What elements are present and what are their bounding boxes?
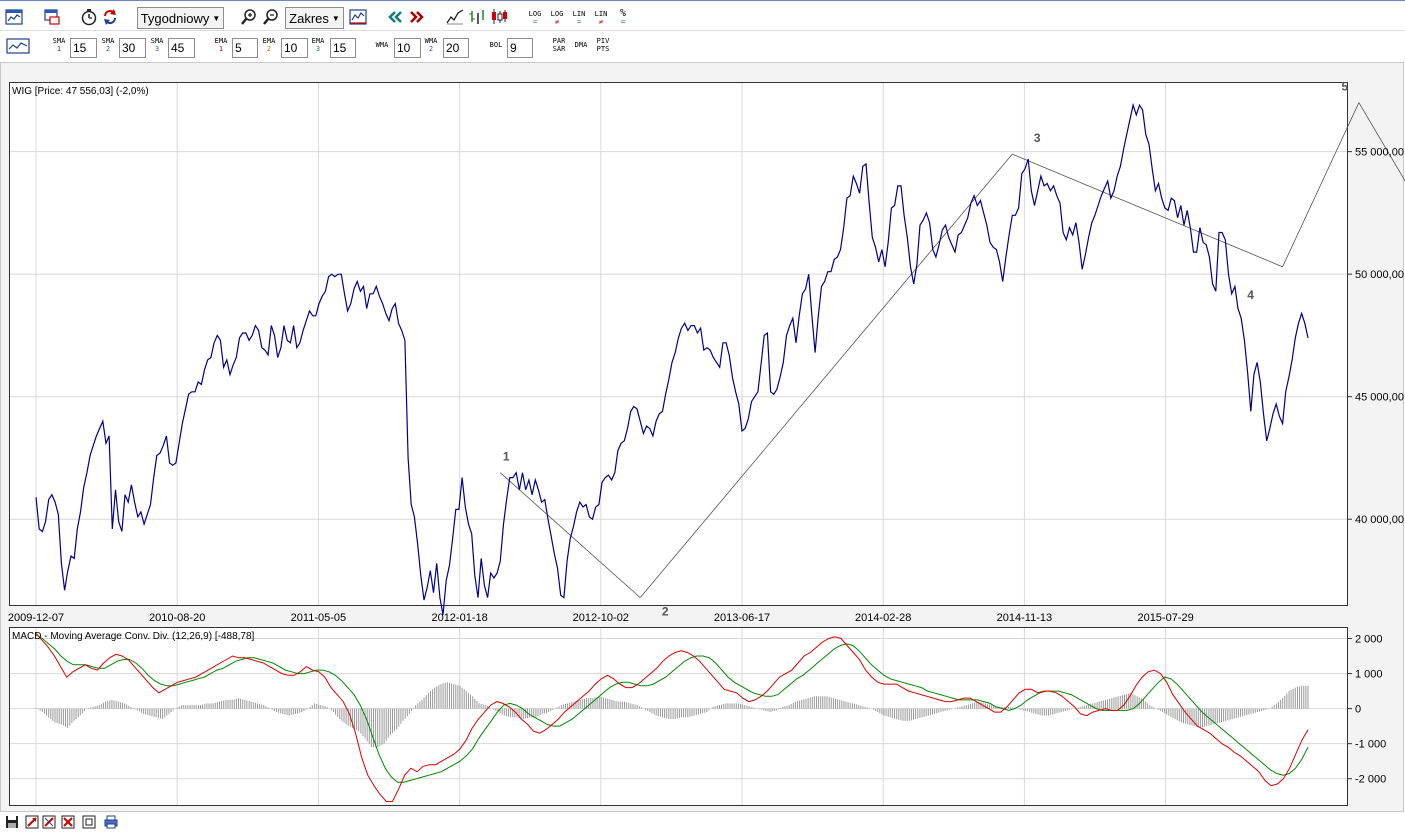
zoom-out-icon[interactable]	[261, 7, 281, 27]
chart-area[interactable]: 12345ABC WIG [Price: 47 556,03] (-2,0%) …	[0, 62, 1405, 812]
price-grid	[10, 83, 1347, 605]
ema2-label: EMA 2	[262, 37, 276, 53]
refresh-icon[interactable]	[100, 7, 120, 27]
range-select[interactable]: Zakres ▼	[285, 7, 344, 29]
piv-pts-button[interactable]: PIV PTS	[596, 37, 610, 53]
wave-segment	[1358, 102, 1405, 182]
macd-series-line	[35, 632, 1309, 802]
price-x-tick-label: 2015-07-29	[1137, 612, 1193, 624]
main-toolbar: Tygodniowy ▼ Zakres ▼ LOG = LOG ≠ LIN = LIN ≠ …	[0, 0, 1405, 31]
ema2-input[interactable]: 10	[281, 38, 308, 58]
price-x-tick-label: 2011-05-05	[291, 612, 346, 624]
dma-button[interactable]: DMA	[574, 41, 588, 49]
wave-segment	[639, 153, 1013, 598]
wave-label: 5	[1342, 80, 1349, 94]
print-icon[interactable]	[104, 815, 118, 829]
chart-canvas: 12345ABC WIG [Price: 47 556,03] (-2,0%) …	[0, 62, 1405, 812]
price-y-tick-label: 40 000,00	[1355, 514, 1404, 526]
wave-labels: 12345ABC	[503, 80, 1349, 619]
chart-window-icon[interactable]	[4, 7, 24, 27]
save-icon[interactable]	[5, 815, 19, 829]
macd-y-tick-label: 2 000	[1355, 634, 1383, 646]
wave-label: 2	[662, 605, 669, 619]
export-blue-icon[interactable]	[42, 815, 56, 829]
price-x-tick-label: 2014-02-28	[855, 612, 911, 624]
price-x-tick-label: 2012-10-02	[573, 612, 629, 624]
wave-label: 4	[1247, 288, 1254, 302]
macd-y-axis: 2 000 1 000 0 -1 000 -2 000	[1347, 634, 1386, 786]
price-series-line	[35, 102, 1309, 615]
macd-histogram	[35, 682, 1309, 748]
wave-segment	[1282, 102, 1360, 267]
export-red-icon[interactable]	[25, 815, 39, 829]
log-notequal-button[interactable]: LOG ≠	[550, 10, 564, 26]
sma2-label: SMA 2	[101, 37, 115, 53]
wma1-input[interactable]: 10	[394, 38, 421, 58]
price-x-tick-label: 2010-08-20	[149, 612, 205, 624]
zoom-in-icon[interactable]	[239, 7, 259, 27]
wave-segment	[1012, 153, 1283, 268]
chevron-down-icon: ▼	[331, 13, 340, 23]
macd-y-tick-label: 1 000	[1355, 669, 1383, 681]
wave-segment	[500, 472, 641, 598]
price-y-tick-label: 45 000,00	[1355, 392, 1404, 404]
par-sar-button[interactable]: PAR SAR	[552, 37, 566, 53]
indicator-settings-icon[interactable]	[6, 36, 30, 56]
fullscreen-icon[interactable]	[82, 815, 96, 829]
scroll-left-icon[interactable]	[385, 7, 405, 27]
macd-y-tick-label: -2 000	[1355, 774, 1386, 786]
macd-panel: MACD - Moving Average Conv. Div. (12,26,…	[9, 627, 1386, 806]
price-y-tick-label: 50 000,00	[1355, 269, 1404, 281]
toolbar-divider	[0, 30, 1405, 31]
macd-plot-area	[9, 627, 1348, 806]
zoom-reset-icon[interactable]	[61, 815, 75, 829]
ohlc-chart-icon[interactable]	[467, 7, 487, 27]
candle-chart-icon[interactable]	[489, 7, 509, 27]
macd-y-tick-label: -1 000	[1355, 739, 1386, 751]
wave-label: 1	[503, 450, 510, 464]
ema1-input[interactable]: 5	[232, 38, 258, 58]
price-x-tick-label: 2009-12-07	[8, 612, 64, 624]
new-window-icon[interactable]	[42, 7, 62, 27]
wma2-label: WMA 2	[424, 37, 438, 53]
bol-input[interactable]: 9	[507, 38, 533, 58]
price-x-tick-label: 2012-01-18	[431, 612, 487, 624]
scroll-right-icon[interactable]	[407, 7, 427, 27]
price-panel: 12345ABC WIG [Price: 47 556,03] (-2,0%) …	[8, 80, 1405, 624]
wma1-label: WMA	[375, 41, 389, 49]
price-x-tick-label: 2014-11-13	[997, 612, 1052, 624]
indicator-toolbar: SMA 1 15 SMA 2 30 SMA 3 45 EMA 1 5 EMA 2 10 E…	[0, 31, 1405, 61]
sma1-label: SMA 1	[52, 37, 66, 53]
sma3-input[interactable]: 45	[168, 38, 195, 58]
price-x-tick-label: 2013-06-17	[714, 612, 770, 624]
bol-label: BOL	[489, 41, 503, 49]
fit-icon[interactable]	[348, 7, 368, 27]
lin-notequal-button[interactable]: LIN ≠	[594, 10, 608, 26]
wma2-input[interactable]: 20	[443, 38, 469, 58]
lin-equal-button[interactable]: LIN =	[572, 10, 586, 26]
ema1-label: EMA 1	[214, 37, 228, 53]
stopwatch-icon[interactable]	[79, 7, 99, 27]
price-x-axis: 2009-12-07 2010-08-20 2011-05-05 2012-01-18…	[8, 612, 1194, 624]
status-bar	[0, 812, 1405, 830]
price-y-axis: 40 000,00 45 000,00 50 000,00 55 000,00	[1347, 147, 1404, 526]
ema3-input[interactable]: 15	[330, 38, 356, 58]
signal-series-line	[35, 634, 1309, 783]
sma3-label: SMA 3	[150, 37, 164, 53]
macd-y-tick-label: 0	[1355, 704, 1361, 716]
sma1-input[interactable]: 15	[70, 38, 97, 58]
chevron-down-icon: ▼	[212, 13, 221, 23]
price-chart-title: WIG [Price: 47 556,03] (-2,0%)	[12, 86, 149, 97]
period-select[interactable]: Tygodniowy ▼	[137, 7, 224, 29]
percent-button[interactable]: % =	[619, 8, 627, 26]
elliott-wave-lines	[500, 102, 1405, 598]
ema3-label: EMA 3	[311, 37, 325, 53]
price-y-tick-label: 55 000,00	[1355, 147, 1404, 159]
macd-chart-title: MACD - Moving Average Conv. Div. (12,26,…	[12, 631, 255, 642]
line-chart-icon[interactable]	[445, 7, 465, 27]
log-equal-button[interactable]: LOG =	[528, 10, 542, 26]
sma2-input[interactable]: 30	[119, 38, 146, 58]
price-plot-area	[9, 82, 1348, 606]
wave-label: 3	[1034, 131, 1041, 145]
